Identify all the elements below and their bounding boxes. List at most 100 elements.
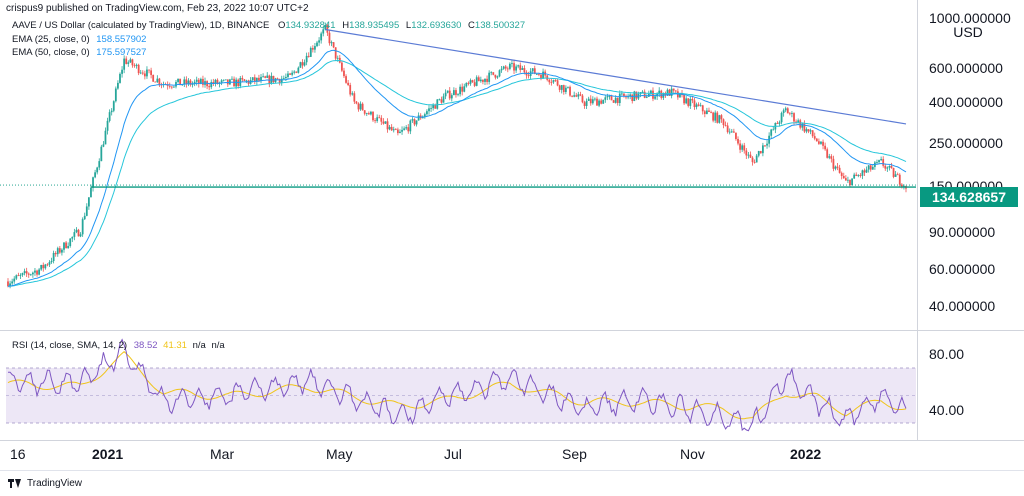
candle-body bbox=[650, 90, 652, 95]
candle-body bbox=[693, 100, 696, 108]
candle-body bbox=[359, 103, 362, 110]
candle-body bbox=[461, 86, 464, 92]
candle-body bbox=[9, 283, 11, 287]
candle-body bbox=[399, 131, 401, 134]
candle-body bbox=[739, 143, 741, 150]
candle-body bbox=[370, 111, 372, 115]
candle-body bbox=[882, 159, 885, 166]
candle-body bbox=[129, 59, 132, 63]
candle-body bbox=[98, 161, 101, 168]
candle-body bbox=[222, 79, 225, 81]
candle-body bbox=[374, 120, 376, 122]
candle-body bbox=[635, 91, 638, 99]
candle-body bbox=[96, 167, 99, 173]
candle-body bbox=[173, 86, 175, 88]
candle-body bbox=[426, 111, 428, 115]
price-axis-label: 250.000000 bbox=[929, 135, 1003, 151]
candle-body bbox=[757, 151, 760, 156]
rsi-axis-label: 80.00 bbox=[929, 346, 964, 362]
candle-body bbox=[695, 104, 698, 108]
symbol-legend[interactable]: AAVE / US Dollar (calculated by TradingV… bbox=[12, 20, 525, 31]
candle-body bbox=[857, 175, 860, 177]
rsi-sma-line bbox=[7, 351, 907, 420]
candle-body bbox=[390, 126, 393, 131]
candle-body bbox=[363, 110, 366, 114]
candle-body bbox=[423, 114, 426, 117]
candle-body bbox=[759, 151, 762, 154]
tradingview-brand[interactable]: TradingView bbox=[8, 478, 82, 489]
candle-body bbox=[666, 89, 669, 96]
candle-body bbox=[326, 25, 329, 33]
candle-body bbox=[266, 75, 269, 78]
candle-body bbox=[517, 65, 520, 67]
candle-body bbox=[805, 129, 808, 132]
candle-body bbox=[394, 129, 397, 131]
candle-body bbox=[13, 278, 16, 282]
candle-body bbox=[776, 122, 779, 124]
ohlc-open: O134.932841 bbox=[277, 20, 336, 31]
candle-body bbox=[355, 101, 358, 104]
candle-body bbox=[112, 101, 115, 111]
ema50-line bbox=[7, 59, 907, 287]
candle-body bbox=[320, 33, 323, 41]
candle-body bbox=[822, 141, 824, 146]
candle-body bbox=[898, 174, 901, 185]
candle-body bbox=[106, 120, 109, 131]
candle-body bbox=[762, 145, 764, 154]
time-axis-label: Nov bbox=[680, 446, 705, 462]
candle-body bbox=[712, 112, 715, 121]
candle-body bbox=[604, 97, 607, 100]
candle-body bbox=[614, 97, 617, 103]
candle-body bbox=[189, 80, 192, 85]
candle-body bbox=[403, 128, 406, 130]
candle-body bbox=[208, 86, 211, 88]
candle-body bbox=[343, 70, 345, 77]
candle-body bbox=[620, 93, 623, 95]
candle-body bbox=[840, 172, 843, 176]
candle-body bbox=[886, 167, 889, 169]
candle-body bbox=[314, 46, 316, 50]
candle-body bbox=[479, 79, 482, 82]
candle-body bbox=[567, 86, 569, 88]
candle-body bbox=[231, 78, 233, 80]
candle-body bbox=[36, 270, 38, 275]
candle-body bbox=[498, 70, 501, 77]
ema50-legend[interactable]: EMA (50, close, 0) 175.597527 bbox=[12, 47, 147, 58]
candle-body bbox=[67, 245, 70, 249]
candle-body bbox=[867, 165, 870, 170]
price-axis-label: 400.000000 bbox=[929, 94, 1003, 110]
candle-body bbox=[21, 273, 24, 275]
candle-body bbox=[131, 59, 134, 66]
candle-body bbox=[295, 71, 298, 73]
rsi-legend[interactable]: RSI (14, close, SMA, 14, 2) 38.52 41.31 … bbox=[12, 340, 225, 351]
candle-body bbox=[793, 113, 795, 122]
candle-body bbox=[214, 79, 217, 84]
candle-body bbox=[262, 76, 264, 78]
candle-body bbox=[623, 93, 625, 97]
candle-body bbox=[293, 71, 296, 73]
candle-body bbox=[540, 74, 542, 79]
candle-body bbox=[81, 219, 84, 235]
candle-body bbox=[817, 141, 820, 144]
candle-body bbox=[685, 98, 688, 104]
candle-body bbox=[799, 120, 802, 128]
candle-body bbox=[264, 76, 267, 78]
candle-body bbox=[444, 92, 447, 97]
candle-body bbox=[660, 90, 663, 98]
candle-body bbox=[581, 95, 584, 103]
candle-body bbox=[123, 58, 126, 70]
candle-body bbox=[50, 261, 53, 263]
ema25-legend[interactable]: EMA (25, close, 0) 158.557902 bbox=[12, 34, 147, 45]
candle-body bbox=[307, 55, 310, 57]
candle-body bbox=[367, 113, 370, 115]
candle-body bbox=[732, 131, 735, 133]
candle-body bbox=[606, 96, 609, 98]
candle-body bbox=[291, 72, 294, 75]
candle-body bbox=[467, 82, 470, 84]
time-axis-label: Jul bbox=[444, 446, 462, 462]
candle-body bbox=[820, 141, 822, 144]
candle-body bbox=[229, 79, 231, 85]
candle-body bbox=[135, 64, 138, 66]
candle-body bbox=[457, 94, 459, 96]
